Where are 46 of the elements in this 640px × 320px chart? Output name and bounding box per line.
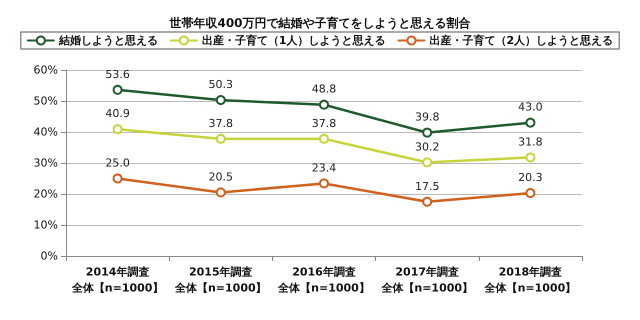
data-label: 31.8 bbox=[518, 135, 543, 148]
point bbox=[525, 188, 536, 198]
point bbox=[525, 118, 536, 128]
data-label: 37.8 bbox=[312, 116, 336, 130]
point bbox=[422, 157, 432, 168]
point bbox=[319, 100, 329, 110]
data-label: 50.3 bbox=[208, 78, 234, 92]
data-label: 48.8 bbox=[312, 82, 336, 96]
data-label: 17.5 bbox=[414, 180, 440, 193]
y-tick-label: 50% bbox=[34, 94, 58, 108]
legend-label: 結婚しようと思える bbox=[58, 34, 158, 47]
point bbox=[216, 95, 226, 106]
y-tick-label: 20% bbox=[34, 188, 58, 200]
chart-title: 世帯年収400万円で結婚や子育てをしようと思える割合 bbox=[168, 16, 472, 30]
data-label: 20.3 bbox=[518, 171, 543, 184]
data-label: 40.9 bbox=[105, 107, 130, 120]
data-label: 39.8 bbox=[414, 110, 440, 124]
data-label: 37.8 bbox=[208, 116, 234, 130]
point bbox=[525, 152, 536, 162]
point bbox=[422, 196, 432, 207]
legend-label: 出産・子育て（1人）しようと思える bbox=[202, 34, 386, 47]
point bbox=[422, 128, 432, 138]
y-tick-label: 0% bbox=[40, 250, 58, 262]
x-tick-label: 2017年調査全体【n=1000】 bbox=[380, 266, 474, 294]
y-tick-label: 10% bbox=[34, 218, 58, 232]
y-tick-label: 60% bbox=[34, 64, 58, 76]
data-label: 30.2 bbox=[414, 140, 440, 154]
point bbox=[112, 124, 123, 134]
data-label: 43.0 bbox=[518, 100, 543, 114]
x-tick-label: 2015年調査全体【n=1000】 bbox=[174, 266, 267, 294]
y-tick-label: 40% bbox=[34, 126, 58, 138]
point bbox=[319, 134, 329, 144]
x-tick-label: 2018年調査全体【n=1000】 bbox=[484, 266, 576, 294]
data-label: 23.4 bbox=[312, 161, 336, 174]
point bbox=[112, 174, 123, 184]
data-label: 25.0 bbox=[105, 156, 130, 170]
y-tick-label: 30% bbox=[34, 156, 58, 170]
point bbox=[112, 84, 123, 95]
point bbox=[216, 187, 226, 198]
x-tick-label: 2016年調査全体【n=1000】 bbox=[277, 266, 370, 294]
point bbox=[319, 178, 329, 188]
x-tick-label: 2014年調査全体【n=1000】 bbox=[70, 266, 164, 294]
legend-label: 出産・子育て（2人）しようと思える bbox=[430, 34, 614, 47]
point bbox=[216, 134, 226, 144]
data-label: 20.5 bbox=[208, 170, 234, 184]
data-label: 53.6 bbox=[105, 68, 130, 81]
